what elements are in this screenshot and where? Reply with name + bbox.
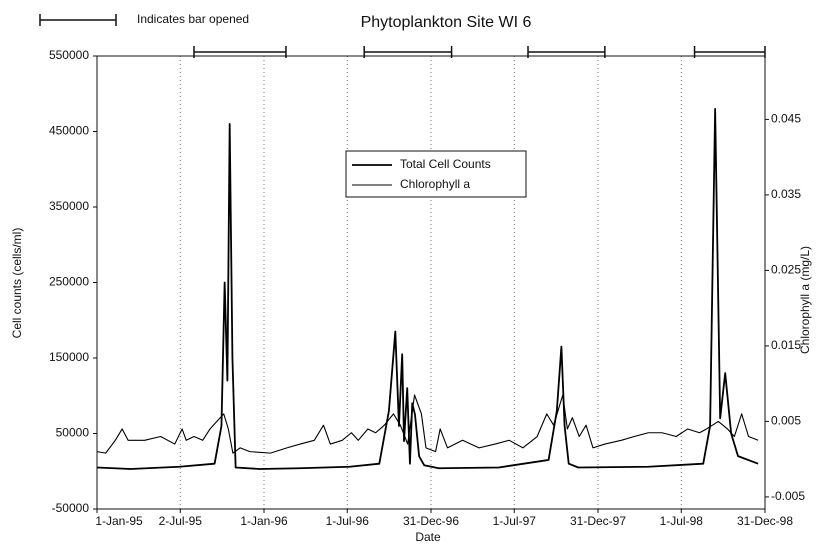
y-tick-label: 150000: [49, 350, 89, 364]
legend-box: [345, 150, 527, 198]
annotation-key: Indicates bar opened: [39, 12, 249, 26]
plot-frame: [96, 55, 766, 510]
x-tick-label: 1-Jan-96: [240, 514, 288, 528]
y2-tick-label: 0.045: [771, 112, 801, 126]
x-tick-label: 1-Jul-96: [326, 514, 370, 528]
y-tick-label: 550000: [49, 48, 89, 62]
y2-tick-label: -0.005: [771, 489, 805, 503]
legend-label: Total Cell Counts: [400, 157, 491, 171]
y-tick-label: 50000: [56, 426, 90, 440]
x-tick-label: 31-Dec-97: [570, 514, 626, 528]
x-tick-label: 2-Jul-95: [159, 514, 203, 528]
x-tick-label: 1-Jan-95: [95, 514, 143, 528]
x-tick-label: 1-Jul-98: [660, 514, 704, 528]
series-line: [96, 107, 759, 470]
y2-tick-label: 0.025: [771, 263, 801, 277]
y-tick-label: 350000: [49, 199, 89, 213]
y2-tick-label: 0.005: [771, 414, 801, 428]
chart-title: Phytoplankton Site WI 6: [361, 14, 532, 31]
y-axis-title: Cell counts (cells/ml): [10, 228, 24, 339]
y-tick-label: 250000: [49, 275, 89, 289]
y2-tick-label: 0.015: [771, 338, 801, 352]
y-tick-label: 450000: [49, 124, 89, 138]
x-axis-title: Date: [415, 530, 441, 544]
x-tick-label: 31-Dec-96: [403, 514, 459, 528]
y2-tick-label: 0.035: [771, 187, 801, 201]
legend: Total Cell Counts Chlorophyll a: [345, 150, 527, 198]
y-tick-label: -50000: [52, 501, 90, 515]
x-tick-label: 31-Dec-98: [737, 514, 793, 528]
annotation: Indicates bar opened: [137, 12, 249, 26]
legend-label: Chlorophyll a: [400, 177, 470, 191]
series-line: [96, 394, 759, 454]
x-tick-label: 1-Jul-97: [493, 514, 537, 528]
y2-axis-title: Chlorophyll a (mg/L): [798, 246, 812, 354]
